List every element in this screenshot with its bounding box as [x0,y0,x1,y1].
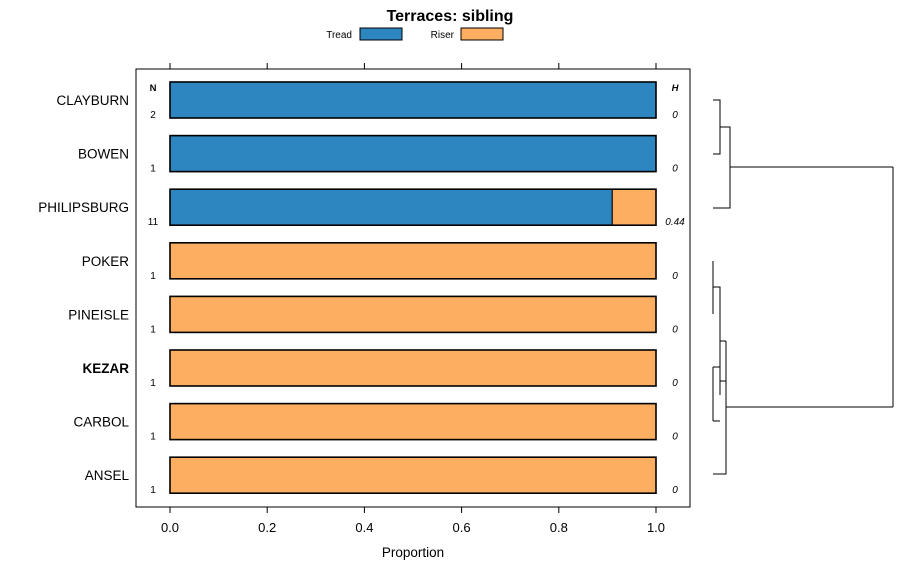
h-value-poker: 0 [672,271,678,282]
bar-outline-carbol [169,402,657,441]
bar-outline-kezar [169,349,657,387]
h-value-carbol: 0 [672,432,678,443]
h-column-header: H [672,83,680,94]
h-value-bowen: 0 [672,164,678,175]
legend-label-tread: Tread [326,30,352,41]
bar-outline-pineisle [169,295,657,334]
x-tick-label: 0.8 [550,520,568,535]
bar-kezar-riser [169,349,657,387]
chart-title: Terraces: sibling [387,8,514,25]
n-value-ansel: 1 [150,485,156,496]
row-label-pineisle: PINEISLE [68,307,129,322]
bar-ansel-riser [169,456,657,494]
h-value-kezar: 0 [672,378,678,389]
legend-swatch-tread [359,27,403,41]
x-tick-label: 0.4 [355,520,373,535]
dendrogram-branch [713,286,721,395]
bars-group [169,81,657,495]
bar-poker-riser [169,242,657,280]
bar-carbol-riser [169,403,657,441]
row-label-bowen: BOWEN [78,147,129,162]
legend-label-riser: Riser [431,30,455,41]
n-value-carbol: 1 [150,432,156,443]
dendrogram-branch [713,126,731,209]
bar-philipsburg-tread [169,188,613,226]
dendrogram [712,99,894,475]
h-value-pineisle: 0 [672,324,678,335]
plot-panel [135,68,691,508]
x-axis: 0.0 0.2 0.4 0.6 0.8 1.0 [161,63,665,535]
dendrogram-branch [713,341,727,475]
h-value-ansel: 0 [672,485,678,496]
bar-philipsburg-riser [611,188,657,226]
n-value-philipsburg: 11 [148,217,159,228]
dendrogram-branch [713,99,721,155]
n-value-clayburn: 2 [150,110,156,121]
x-tick-label: 0.0 [161,520,179,535]
bar-outline-poker [169,242,657,280]
n-value-bowen: 1 [150,164,156,175]
legend: Tread Riser [326,27,504,41]
row-label-ansel: ANSEL [85,468,130,483]
bar-bowen-tread [169,135,657,173]
row-label-carbol: CARBOL [73,415,129,430]
h-value-clayburn: 0 [672,110,678,121]
bar-pineisle-riser [169,295,657,333]
bar-clayburn-tread [169,81,657,119]
bar-outline-philipsburg [169,188,657,226]
n-value-pineisle: 1 [150,324,156,335]
n-value-poker: 1 [150,271,156,282]
x-tick-label: 0.6 [453,520,471,535]
row-label-kezar: KEZAR [83,361,130,376]
x-tick-label: 0.2 [258,520,276,535]
bar-outline-ansel [169,456,657,495]
legend-swatch-riser [460,27,504,41]
bar-outline-clayburn [169,81,657,119]
row-label-clayburn: CLAYBURN [56,93,129,108]
n-value-kezar: 1 [150,378,156,389]
row-label-poker: POKER [82,254,130,269]
bar-outline-bowen [169,134,657,173]
n-column-header: N [150,83,157,94]
x-axis-title: Proportion [382,545,444,560]
h-value-philipsburg: 0.44 [665,217,685,228]
x-tick-label: 1.0 [647,520,665,535]
row-label-philipsburg: PHILIPSBURG [38,200,129,215]
